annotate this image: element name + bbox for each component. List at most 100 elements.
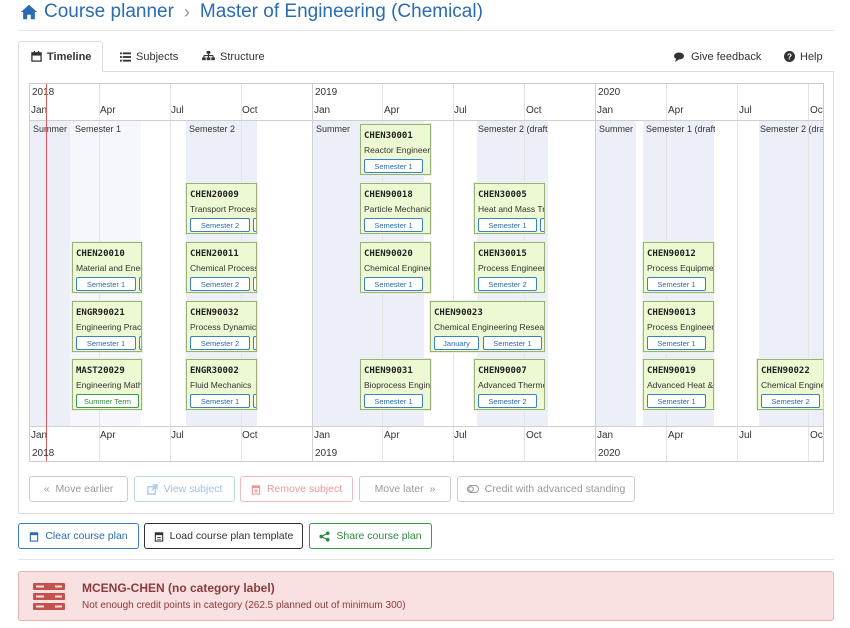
svg-text:?: ? (787, 53, 792, 62)
subject-code: CHEN20011 (190, 249, 239, 259)
period-badge: Semester 1 (647, 394, 706, 408)
credit-advanced-standing-button[interactable]: Credit with advanced standing (457, 476, 635, 502)
month-label: Jan (597, 105, 614, 116)
subject-card[interactable]: CHEN90012 Process Equipment Design Semes… (643, 242, 714, 293)
breadcrumb-root[interactable]: Course planner (44, 1, 174, 22)
move-earlier-button[interactable]: « Move earlier (29, 476, 128, 502)
subject-code: CHEN30001 (364, 131, 413, 141)
month-label: Oct (526, 105, 542, 116)
subject-card[interactable]: CHEN30001 Reactor Engineering Semester 1 (360, 124, 431, 175)
month-label: Jan (597, 430, 614, 441)
subject-card[interactable]: CHEN20010 Material and Energy Balances S… (72, 242, 142, 293)
period-label: Semester 1 (draft) (646, 124, 715, 134)
subject-card[interactable]: CHEN20009 Transport Processes Semester 2 (186, 183, 257, 234)
subject-card[interactable]: CHEN90007 Advanced Thermodynamics Semest… (474, 359, 545, 410)
subject-card[interactable]: CHEN90023 Chemical Engineering Research … (430, 301, 545, 352)
period-band (596, 121, 636, 426)
subject-card[interactable]: CHEN90032 Process Dynamics and Control S… (186, 301, 257, 352)
month-label: Jan (31, 105, 48, 116)
button-label: Share course plan (336, 530, 422, 542)
view-subject-button[interactable]: View subject (134, 476, 235, 502)
period-badge: Semester 1 (647, 336, 706, 350)
year-divider (312, 84, 313, 461)
period-band (30, 121, 70, 426)
subject-name: Process Equipment Design (647, 263, 714, 273)
subject-name: Reactor Engineering (364, 145, 431, 155)
calendar-icon (30, 531, 39, 542)
year-divider (595, 84, 596, 461)
tab-subjects[interactable]: Subjects (108, 41, 188, 72)
subject-code: CHEN90018 (364, 190, 413, 200)
tab-structure[interactable]: Structure (190, 41, 280, 72)
gridline (453, 84, 454, 461)
month-label: Apr (100, 105, 116, 116)
subject-name: Advanced Heat & Mass Transport (647, 380, 714, 390)
subject-name: Fluid Mechanics (190, 380, 252, 390)
period-badge: Semester 1 (478, 218, 537, 232)
header-divider (30, 120, 823, 121)
period-badge (253, 336, 256, 350)
breadcrumb-current[interactable]: Master of Engineering (Chemical) (199, 1, 483, 22)
button-label: Load course plan template (169, 530, 294, 542)
period-badge: Semester 1 (647, 277, 706, 291)
period-badge: Semester 2 (190, 277, 250, 291)
period-badge: Semester 2 (761, 394, 820, 408)
remove-subject-button[interactable]: Remove subject (240, 476, 353, 502)
help-label: Help (800, 50, 823, 63)
month-label: Jul (454, 430, 467, 441)
month-label: Jan (31, 430, 48, 441)
move-later-button[interactable]: Move later » (359, 476, 451, 502)
subject-card[interactable]: MAST20029 Engineering Mathematics Summer… (72, 359, 142, 410)
subject-card[interactable]: ENGR30002 Fluid Mechanics Semester 1 (186, 359, 257, 410)
button-label: Clear course plan (45, 530, 128, 542)
period-badge: Semester 1 (76, 336, 136, 350)
subject-card[interactable]: CHEN90013 Process Engineering Case Studi… (643, 301, 714, 352)
external-link-icon (146, 483, 158, 495)
subject-name: Process Dynamics and Control (190, 322, 257, 332)
share-course-plan-button[interactable]: Share course plan (309, 523, 432, 549)
month-label: Apr (668, 430, 684, 441)
tab-panel (18, 72, 834, 514)
button-label: Move earlier (55, 483, 114, 495)
list-icon (120, 51, 131, 62)
gridline (737, 84, 738, 461)
subject-card[interactable]: CHEN90019 Advanced Heat & Mass Transport… (643, 359, 714, 410)
tab-label: Structure (220, 50, 265, 63)
subject-card[interactable]: CHEN90020 Chemical Engineering Managemen… (360, 242, 431, 293)
period-badge (540, 218, 544, 232)
subject-code: CHEN20010 (76, 249, 125, 259)
subject-card[interactable]: CHEN30015 Process Engineering Semester 2 (474, 242, 545, 293)
today-marker (46, 84, 47, 461)
subject-code: CHEN90007 (478, 366, 527, 376)
subject-code: CHEN90032 (190, 308, 239, 318)
subject-code: MAST20029 (76, 366, 125, 376)
subject-card[interactable]: ENGR90021 Engineering Practice Semester … (72, 301, 142, 352)
subject-name: Engineering Practice (76, 322, 142, 332)
period-badge: January (434, 336, 479, 350)
share-icon (319, 530, 330, 542)
tab-timeline[interactable]: Timeline (18, 41, 103, 72)
subject-card[interactable]: CHEN20011 Chemical Process Analysis Seme… (186, 242, 257, 293)
period-badge: Semester 1 (76, 277, 136, 291)
help-link[interactable]: ? Help (784, 41, 823, 72)
timeline[interactable]: 2018 2019 2020 Jan Apr Jul Oct Jan Apr J… (29, 83, 824, 462)
give-feedback-link[interactable]: Give feedback (674, 41, 761, 72)
subject-card[interactable]: CHEN30005 Heat and Mass Transport Semest… (474, 183, 545, 234)
home-icon[interactable] (20, 3, 38, 21)
subject-card[interactable]: CHEN90031 Bioprocess Engineering Semeste… (360, 359, 431, 410)
subject-card[interactable]: CHEN90022 Chemical Engineering Design Se… (757, 359, 823, 410)
subject-code: CHEN90023 (434, 308, 483, 318)
month-label: Oct (242, 430, 258, 441)
year-label: 2020 (598, 448, 621, 459)
subject-name: Process Engineering Case Studies (647, 322, 714, 332)
load-template-button[interactable]: Load course plan template (144, 523, 303, 549)
month-label: Oct (242, 105, 258, 116)
button-label: Credit with advanced standing (484, 483, 626, 495)
subject-card[interactable]: CHEN90018 Particle Mechanics and Process… (360, 183, 431, 234)
clear-course-plan-button[interactable]: Clear course plan (18, 523, 139, 549)
subject-code: CHEN30005 (478, 190, 527, 200)
period-badge (139, 336, 141, 350)
period-badge (253, 218, 256, 232)
subject-name: Particle Mechanics and Processing (364, 204, 431, 214)
year-label: 2018 (32, 448, 55, 459)
